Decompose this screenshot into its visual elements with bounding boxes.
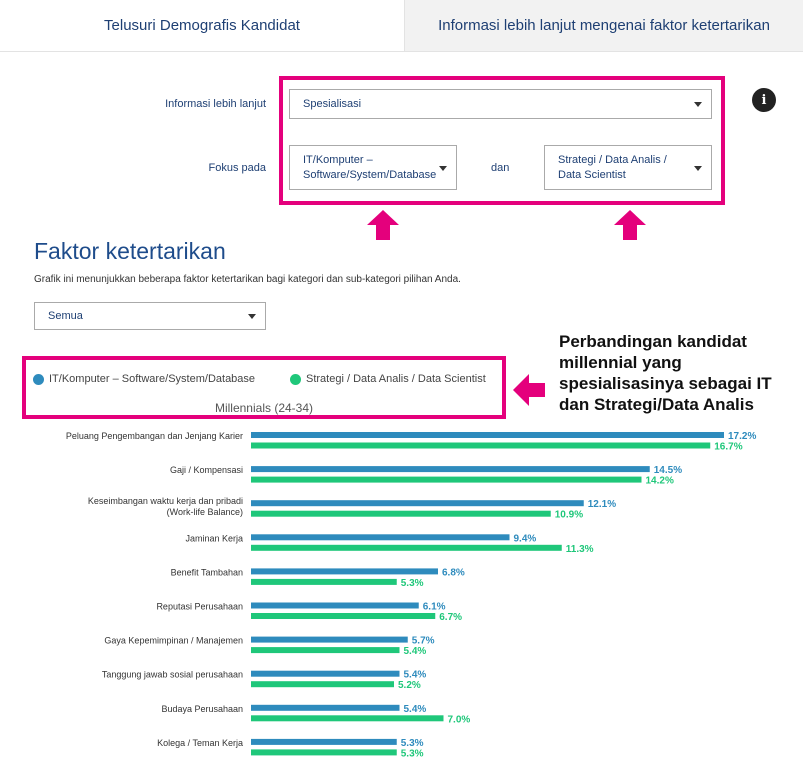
bar-strategy[interactable]	[251, 681, 394, 688]
bar-value-label: 5.3%	[401, 738, 424, 749]
bar-it[interactable]	[251, 534, 510, 541]
category-label: Tanggung jawab sosial perusahaan	[102, 670, 243, 680]
chevron-down-icon	[439, 165, 447, 171]
attraction-factors-chart: Peluang Pengembangan dan Jenjang Karier 1…	[66, 431, 757, 759]
info-icon[interactable]: i	[752, 88, 776, 112]
info-label: Informasi lebih lanjut	[165, 98, 266, 110]
category-label: Peluang Pengembangan dan Jenjang Karier	[66, 431, 243, 441]
bar-it[interactable]	[251, 500, 584, 507]
bar-strategy[interactable]	[251, 476, 642, 483]
filter-highlight-box	[279, 76, 725, 205]
bar-strategy[interactable]	[251, 442, 711, 449]
bar-it[interactable]	[251, 738, 397, 745]
chart-title: Millennials (24-34)	[214, 401, 314, 415]
bar-strategy[interactable]	[251, 715, 444, 722]
category-label: Benefit Tambahan	[171, 567, 243, 577]
bar-value-label: 17.2%	[728, 431, 756, 442]
category-filter-select[interactable]: Semua	[34, 302, 266, 330]
legend-label-it: IT/Komputer – Software/System/Database	[49, 373, 256, 385]
bar-it[interactable]	[251, 704, 400, 711]
tab-bar: Telusuri Demografis Kandidat Informasi l…	[0, 0, 803, 52]
bar-value-label: 9.4%	[514, 533, 537, 544]
info-select-value: Spesialisasi	[303, 97, 362, 110]
bar-value-label: 6.7%	[439, 612, 462, 623]
category-label: Jaminan Kerja	[185, 533, 243, 543]
chevron-down-icon	[694, 102, 702, 107]
bar-it[interactable]	[251, 636, 408, 643]
section-title: Faktor ketertarikan	[34, 238, 226, 264]
bar-value-label: 11.3%	[566, 544, 594, 555]
category-label: Gaya Kepemimpinan / Manajemen	[104, 636, 243, 646]
tab-candidate-demographics[interactable]: Telusuri Demografis Kandidat	[0, 0, 404, 51]
bar-value-label: 5.3%	[401, 578, 424, 589]
bar-value-label: 14.2%	[646, 476, 674, 487]
arrow-up-icon	[367, 210, 399, 240]
bar-value-label: 14.5%	[654, 465, 682, 476]
bar-value-label: 5.3%	[401, 748, 424, 759]
bar-it[interactable]	[251, 670, 400, 677]
focus-a-value: IT/Komputer – Software/System/Database	[303, 153, 437, 181]
bar-value-label: 5.4%	[404, 670, 427, 681]
chevron-down-icon	[694, 165, 702, 171]
legend-item-strategy[interactable]: Strategi / Data Analis / Data Scientist	[290, 373, 486, 385]
category-label: Kolega / Teman Kerja	[157, 738, 243, 748]
annotation-text: Perbandingan kandidat millennial yang sp…	[559, 332, 772, 414]
section-description: Grafik ini menunjukkan beberapa faktor k…	[34, 274, 461, 285]
legend-dot-icon	[290, 373, 301, 385]
info-select[interactable]: Spesialisasi	[289, 89, 712, 119]
bar-it[interactable]	[251, 602, 419, 609]
category-label: Budaya Perusahaan	[161, 704, 243, 714]
legend-label-strategy: Strategi / Data Analis / Data Scientist	[306, 373, 486, 385]
bar-strategy[interactable]	[251, 613, 436, 619]
tab-attraction-factors-info[interactable]: Informasi lebih lanjut mengenai faktor k…	[404, 0, 803, 51]
legend-dot-icon	[33, 373, 44, 385]
category-label: Keseimbangan waktu kerja dan pribadi (Wor…	[88, 496, 243, 517]
focus-label: Fokus pada	[208, 162, 266, 174]
bar-value-label: 10.9%	[555, 510, 583, 521]
bar-value-label: 5.2%	[398, 680, 421, 691]
bar-value-label: 7.0%	[448, 714, 471, 725]
category-label: Gaji / Kompensasi	[170, 465, 243, 475]
bar-value-label: 6.8%	[442, 567, 465, 578]
focus-b-value: Strategi / Data Analis / Data Scientist	[558, 153, 667, 181]
chevron-down-icon	[248, 314, 256, 319]
bar-value-label: 5.4%	[404, 646, 427, 657]
and-label: dan	[491, 162, 510, 174]
bar-value-label: 5.7%	[412, 636, 435, 647]
bar-it[interactable]	[251, 432, 724, 438]
bar-value-label: 6.1%	[423, 602, 446, 613]
arrow-left-icon	[513, 374, 545, 406]
category-filter-value: Semua	[48, 309, 83, 322]
bar-strategy[interactable]	[251, 510, 551, 517]
bar-strategy[interactable]	[251, 578, 397, 585]
bar-it[interactable]	[251, 568, 438, 575]
category-label: Reputasi Perusahaan	[156, 602, 243, 612]
bar-value-label: 12.1%	[588, 499, 616, 510]
bar-value-label: 16.7%	[714, 442, 742, 453]
legend-item-it[interactable]: IT/Komputer – Software/System/Database	[33, 373, 255, 385]
bar-strategy[interactable]	[251, 544, 562, 551]
focus-b-select[interactable]: Strategi / Data Analis / Data Scientist	[544, 145, 712, 190]
bar-value-label: 5.4%	[404, 704, 427, 715]
bar-strategy[interactable]	[251, 647, 400, 654]
bar-it[interactable]	[251, 466, 650, 473]
chart-legend: IT/Komputer – Software/System/Database S…	[22, 356, 506, 419]
bar-strategy[interactable]	[251, 749, 397, 756]
focus-a-select[interactable]: IT/Komputer – Software/System/Database	[289, 145, 457, 190]
arrow-up-icon	[614, 210, 646, 240]
